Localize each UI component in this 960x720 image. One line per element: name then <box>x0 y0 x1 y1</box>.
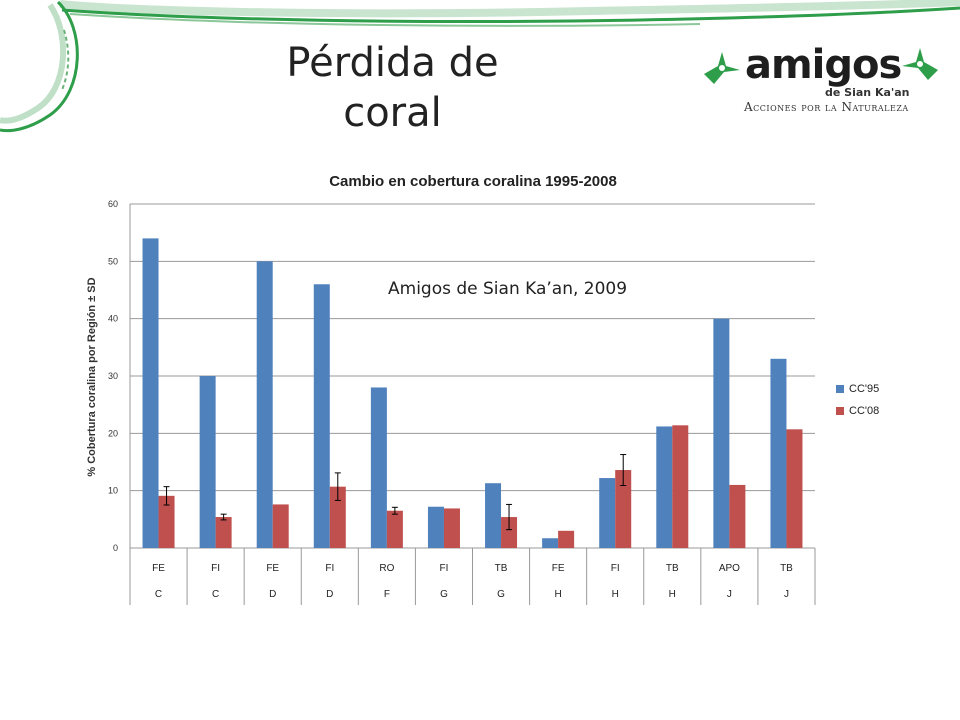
x-tick-label: FI <box>440 563 449 574</box>
x-group-label: H <box>555 589 562 600</box>
y-tick-label: 20 <box>108 428 118 438</box>
bar-cc08 <box>273 504 289 548</box>
y-tick-label: 30 <box>108 371 118 381</box>
y-tick-label: 40 <box>108 314 118 324</box>
x-group-label: D <box>326 589 333 600</box>
y-tick-label: 60 <box>108 199 118 209</box>
bar-cc08 <box>387 511 403 548</box>
x-tick-label: APO <box>719 563 740 574</box>
x-group-label: C <box>212 589 219 600</box>
chart-annotation: Amigos de Sian Ka’an, 2009 <box>388 279 627 299</box>
x-tick-label: RO <box>379 563 394 574</box>
legend-item-cc95: CC'95 <box>836 378 879 400</box>
bar-cc95 <box>485 483 501 548</box>
x-group-label: J <box>727 589 732 600</box>
bar-cc08 <box>444 508 460 548</box>
x-group-label: J <box>784 589 789 600</box>
bar-cc08 <box>558 531 574 548</box>
legend-label-cc95: CC'95 <box>849 383 879 395</box>
x-group-label: G <box>440 589 448 600</box>
bar-cc95 <box>143 238 159 548</box>
x-tick-label: TB <box>495 563 508 574</box>
y-tick-label: 0 <box>113 543 118 553</box>
x-tick-label: FE <box>152 563 165 574</box>
bar-cc95 <box>314 284 330 548</box>
bar-cc95 <box>428 507 444 548</box>
chart-legend: CC'95 CC'08 <box>836 378 879 422</box>
y-tick-label: 10 <box>108 486 118 496</box>
y-tick-label: 50 <box>108 256 118 266</box>
bar-chart: 0 10 20 30 40 50 60 FE C FI C FE D FI D RO F FI G TB G FE H FI H… <box>0 0 960 720</box>
bar-cc08 <box>786 429 802 548</box>
bar-cc95 <box>770 359 786 548</box>
x-group-label: G <box>497 589 505 600</box>
x-tick-label: FI <box>611 563 620 574</box>
legend-label-cc08: CC'08 <box>849 405 879 417</box>
x-group-label: D <box>269 589 276 600</box>
x-group-label: H <box>669 589 676 600</box>
x-tick-label: TB <box>666 563 679 574</box>
x-group-label: C <box>155 589 162 600</box>
bar-cc08 <box>216 517 232 548</box>
bar-cc95 <box>599 478 615 548</box>
bar-cc95 <box>542 538 558 548</box>
bar-cc95 <box>257 261 273 548</box>
legend-swatch-cc08 <box>836 407 844 415</box>
bar-cc95 <box>713 319 729 548</box>
x-tick-label: FI <box>325 563 334 574</box>
x-tick-label: FI <box>211 563 220 574</box>
bar-cc08 <box>729 485 745 548</box>
x-group-label: H <box>612 589 619 600</box>
bar-cc95 <box>200 376 216 548</box>
legend-item-cc08: CC'08 <box>836 400 879 422</box>
legend-swatch-cc95 <box>836 385 844 393</box>
bar-cc95 <box>656 426 672 548</box>
x-group-label: F <box>384 589 390 600</box>
bar-cc08 <box>672 425 688 548</box>
x-tick-label: FE <box>552 563 565 574</box>
x-tick-label: FE <box>266 563 279 574</box>
x-tick-label: TB <box>780 563 793 574</box>
bar-cc95 <box>371 387 387 548</box>
